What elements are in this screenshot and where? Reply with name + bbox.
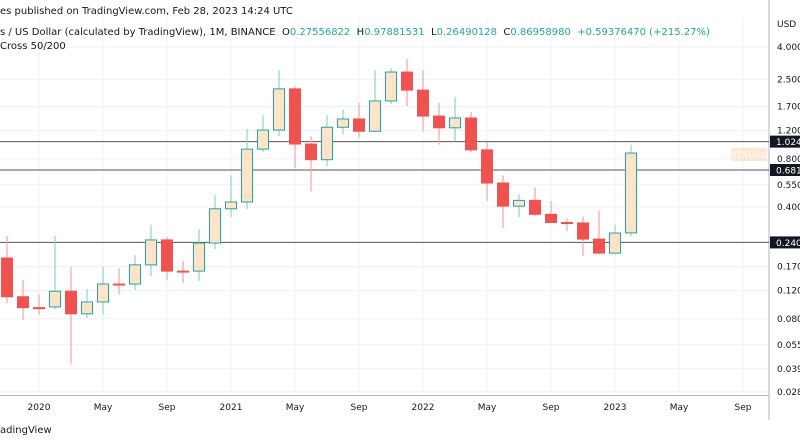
candle-body	[401, 71, 413, 91]
candle-body	[193, 242, 205, 272]
candle-body	[369, 100, 381, 132]
candle-body	[529, 199, 541, 215]
high-label: H	[356, 27, 365, 38]
price-level-badge	[770, 135, 800, 148]
time-tick-label: May	[670, 403, 689, 413]
time-tick-label: Sep	[735, 403, 752, 413]
price-tick-label: 0.0280	[777, 388, 800, 398]
change-value: +0.59376470 (+215.27%)	[577, 27, 710, 38]
candle-body	[433, 115, 445, 129]
candle-body	[81, 301, 93, 315]
time-tick-label: May	[286, 403, 305, 413]
candle-body	[481, 149, 493, 184]
time-tick-label: May	[478, 403, 497, 413]
published-caption: es published on TradingView.com, Feb 28,…	[0, 6, 293, 17]
candle-body	[65, 290, 77, 315]
candle-body	[273, 88, 285, 131]
price-level-label: 1.0247	[776, 138, 800, 148]
candle-body	[113, 283, 125, 286]
candle-body	[177, 270, 189, 273]
symbol-tag-bg	[731, 148, 767, 161]
candle-body	[625, 152, 637, 234]
high-value: 0.97881531	[364, 27, 425, 38]
time-tick-label: 2023	[604, 403, 627, 413]
time-tick-label: 2020	[28, 403, 51, 413]
candle-body	[337, 118, 349, 128]
symbol-tag: STXUSD	[731, 151, 768, 161]
indicator-legend[interactable]: Cross 50/200	[0, 41, 66, 52]
price-tick-label: 4.0000	[777, 43, 800, 53]
candle-body	[465, 117, 477, 151]
candle-body	[593, 238, 605, 254]
low-label: L	[431, 27, 437, 38]
candle-body	[449, 117, 461, 129]
candle-body	[241, 148, 253, 203]
candle-body	[385, 71, 397, 102]
candle-body	[497, 182, 509, 207]
candle-body	[321, 126, 333, 161]
candle-body	[145, 239, 157, 266]
candle-body	[305, 143, 317, 161]
candle-body	[17, 296, 29, 309]
candle-body	[561, 222, 573, 225]
open-value: 0.27556822	[289, 27, 351, 38]
candle-body	[417, 89, 429, 117]
candle-body	[1, 257, 13, 298]
candle-body	[609, 232, 621, 254]
low-value: 0.26490128	[436, 27, 498, 38]
open-label: O	[281, 27, 290, 38]
candle-body	[257, 129, 269, 150]
candle-body	[209, 208, 221, 244]
price-tick-label: 1.7000	[777, 102, 800, 112]
tradingview-brand: adingView	[0, 425, 52, 436]
candle-body	[129, 264, 141, 285]
currency-label: USD	[777, 20, 796, 30]
price-level-badge	[770, 164, 800, 177]
candle-body	[225, 201, 237, 210]
price-level-label: 0.6811	[776, 167, 800, 177]
candle-body	[353, 118, 365, 132]
time-tick-label: Sep	[543, 403, 560, 413]
candle-body	[161, 239, 173, 272]
time-tick-label: 2022	[412, 403, 435, 413]
candle-body	[513, 199, 525, 207]
symbol-legend: s / US Dollar (calculated by TradingView…	[0, 27, 710, 38]
candle-body	[289, 88, 301, 145]
candle-body	[33, 307, 45, 310]
close-label: C	[503, 27, 511, 38]
candle-body	[577, 222, 589, 240]
candle-body	[97, 283, 109, 303]
close-value: 0.86958980	[510, 27, 571, 38]
candle-body	[545, 213, 557, 224]
time-tick-label: 2021	[220, 403, 243, 413]
price-tick-label: 2.5000	[777, 76, 800, 86]
time-tick-label: Sep	[351, 403, 368, 413]
price-level-badge	[770, 236, 800, 249]
price-level-label: 0.2403	[776, 239, 800, 249]
symbol-description: s / US Dollar (calculated by TradingView…	[0, 27, 276, 38]
time-tick-label: May	[94, 403, 113, 413]
time-tick-label: Sep	[159, 403, 176, 413]
published-text: es published on TradingView.com, Feb 28,…	[0, 6, 293, 17]
candle-body	[49, 290, 61, 308]
